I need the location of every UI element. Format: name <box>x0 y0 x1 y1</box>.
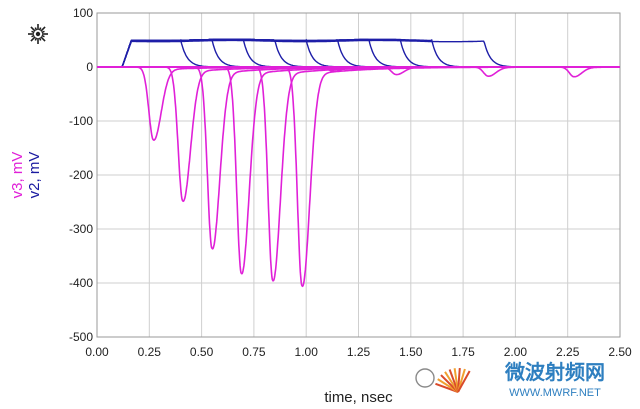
logo-ray <box>31 34 35 38</box>
series-v3 <box>97 66 620 288</box>
x-tick-label: 1.00 <box>295 345 319 359</box>
y-tick-label: -400 <box>69 276 93 290</box>
wechat-icon <box>415 368 435 388</box>
x-tick-label: 0.00 <box>85 345 109 359</box>
watermark: 微波射频网 WWW.MWRF.NET <box>415 360 605 399</box>
y-tick-label: 100 <box>73 6 93 20</box>
logo-ray <box>31 30 35 34</box>
logo-ray <box>38 27 42 31</box>
y-axis-title-v3: v3, mV <box>9 152 26 199</box>
grid <box>96 12 621 338</box>
y-axis-title-v2: v2, mV <box>26 152 43 199</box>
logo-center <box>35 31 41 37</box>
logo-ray <box>41 30 45 34</box>
x-tick-labels: 0.00 0.25 0.50 0.75 1.00 1.25 1.50 1.75 2.00 2.25… <box>85 345 632 359</box>
y-axis-title: v3, mV v2, mV <box>9 152 43 199</box>
x-tick-label: 2.00 <box>504 345 528 359</box>
y-tick-label: -300 <box>69 222 93 236</box>
logo-ray <box>40 36 46 42</box>
x-tick-label: 2.25 <box>556 345 580 359</box>
logo-ray <box>38 37 42 41</box>
y-tick-label: -100 <box>69 114 93 128</box>
x-tick-label: 0.50 <box>190 345 214 359</box>
x-axis-title: time, nsec <box>324 389 393 406</box>
plot-frame <box>96 12 621 338</box>
x-tick-label: 1.75 <box>451 345 475 359</box>
y-tick-label: -200 <box>69 168 93 182</box>
y-tick-label: -500 <box>69 330 93 344</box>
watermark-cn: 微波射频网 <box>504 360 605 384</box>
watermark-en: WWW.MWRF.NET <box>509 387 601 399</box>
logo-ray <box>34 27 38 31</box>
x-tick-label: 2.50 <box>608 345 632 359</box>
y-tick-label: 0 <box>86 60 93 74</box>
logo-ray <box>40 26 46 32</box>
watermark-ray <box>457 370 471 393</box>
v3-trace <box>97 66 620 78</box>
x-tick-label: 0.25 <box>138 345 162 359</box>
x-tick-label: 1.50 <box>399 345 423 359</box>
logo-ray <box>30 26 36 32</box>
logo-ray <box>34 37 38 41</box>
x-tick-label: 1.25 <box>347 345 371 359</box>
x-tick-label: 0.75 <box>242 345 266 359</box>
keysight-logo-icon <box>28 24 48 44</box>
y-tick-labels: 100 0 -100 -200 -300 -400 -500 <box>69 6 93 344</box>
logo-ray <box>41 34 45 38</box>
logo-ray <box>30 36 36 42</box>
